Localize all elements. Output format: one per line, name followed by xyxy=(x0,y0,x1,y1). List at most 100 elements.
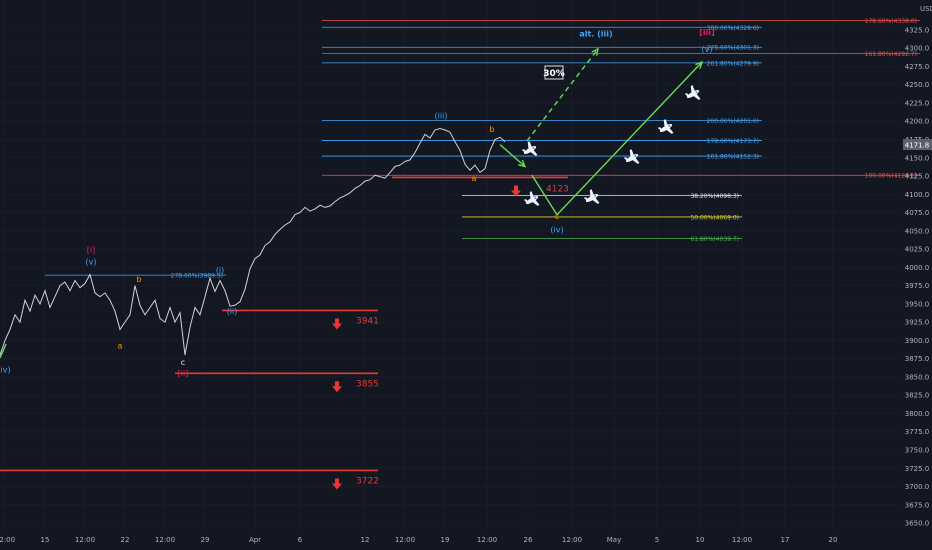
y-tick-label: 4275.0 xyxy=(905,63,930,71)
last-price-text: 4171.8 xyxy=(905,142,930,150)
fib-level-label: 261.80%(4279.9) xyxy=(707,60,759,67)
wave-label: b xyxy=(489,125,494,134)
x-tick-label: 12:00 xyxy=(562,536,582,544)
y-tick-label: 4075.0 xyxy=(905,209,930,217)
wave-label: [i] xyxy=(87,246,95,255)
x-tick-label: 19 xyxy=(441,536,450,544)
fib-level-label: 278.60%(3989.3) xyxy=(171,273,223,280)
support-label: 4123 xyxy=(546,184,569,194)
fib-level-label: 50.00%(4069.0) xyxy=(690,214,739,221)
y-tick-label: 3775.0 xyxy=(905,428,930,436)
wave-label: c xyxy=(181,358,185,367)
y-tick-label: 3850.0 xyxy=(905,373,930,381)
fib-level-label: 178.60%(4173.7) xyxy=(707,138,759,145)
x-tick-label: 10 xyxy=(696,536,705,544)
y-tick-label: 3875.0 xyxy=(905,355,930,363)
wave-label: b xyxy=(136,275,141,284)
fib-level-label: 61.80%(4039.7) xyxy=(690,236,739,243)
x-tick-label: 5 xyxy=(655,536,659,544)
projection-path xyxy=(0,343,7,359)
fib-level-label: 38.20%(4098.3) xyxy=(690,193,739,200)
last-price-bg xyxy=(903,139,932,150)
x-tick-label: 20 xyxy=(829,536,838,544)
y-tick-label: 4150.0 xyxy=(905,154,930,162)
y-tick-label: 4300.0 xyxy=(905,45,930,53)
support-label: 3722 xyxy=(356,476,379,486)
y-tick-label: 4250.0 xyxy=(905,81,930,89)
wave-label: c xyxy=(555,212,559,221)
x-tick-label: 29 xyxy=(201,536,210,544)
down-arrow-icon xyxy=(332,478,342,490)
plane-icon xyxy=(657,119,674,134)
x-tick-label: 12 xyxy=(361,536,370,544)
y-tick-label: 4100.0 xyxy=(905,191,930,199)
plane-icon xyxy=(623,149,640,164)
x-tick-label: 22 xyxy=(121,536,130,544)
wave-label: (v) xyxy=(702,45,713,54)
fib-level-label: 100.00%(4126.1) xyxy=(865,173,917,180)
y-tick-label: 3700.0 xyxy=(905,483,930,491)
fib-level-label: 178.60%(4338.0) xyxy=(865,18,917,25)
down-arrow-icon xyxy=(511,185,521,197)
wave-label: [iii] xyxy=(699,28,715,37)
y-tick-label: 3725.0 xyxy=(905,465,930,473)
plane-icon xyxy=(583,189,600,204)
y-tick-label: 4200.0 xyxy=(905,118,930,126)
y-tick-label: 4125.0 xyxy=(905,173,930,181)
annotation-box xyxy=(544,65,564,80)
fib-level-label: 161.80%(4292.7) xyxy=(865,51,917,58)
y-tick-label: 3975.0 xyxy=(905,282,930,290)
wave-label: [ii] xyxy=(178,369,189,378)
fib-level-label: 278.60%(4301.3) xyxy=(707,45,759,52)
wave-label: (i) xyxy=(216,266,224,275)
wave-label: (ii) xyxy=(227,307,238,316)
x-tick-label: 12:00 xyxy=(395,536,415,544)
projection-arrowhead xyxy=(591,47,599,56)
x-tick-label: Apr xyxy=(249,536,261,544)
projection-path xyxy=(526,48,599,142)
fib-level-label: 161.80%(4152.3) xyxy=(707,154,759,161)
x-tick-label: 15 xyxy=(41,536,50,544)
y-tick-label: 3900.0 xyxy=(905,337,930,345)
plane-icon xyxy=(684,85,701,100)
y-tick-label: 3800.0 xyxy=(905,410,930,418)
x-tick-label: 12:00 xyxy=(477,536,497,544)
x-tick-label: 12:00 xyxy=(732,536,752,544)
y-tick-label: 3675.0 xyxy=(905,501,930,509)
y-tick-label: 3750.0 xyxy=(905,446,930,454)
support-label: 3941 xyxy=(356,316,379,326)
annotation-text: 30% xyxy=(543,69,565,79)
wave-label: (v) xyxy=(86,257,97,266)
plane-icon xyxy=(521,141,538,156)
down-arrow-icon xyxy=(332,381,342,393)
x-tick-label: 12:00 xyxy=(75,536,95,544)
down-arrow-icon xyxy=(332,318,342,330)
wave-label: (iii) xyxy=(435,111,448,120)
x-tick-label: 12:00 xyxy=(155,536,175,544)
x-tick-label: 6 xyxy=(298,536,303,544)
support-label: 3855 xyxy=(356,379,379,389)
projection-path xyxy=(499,144,526,168)
x-tick-label: May xyxy=(607,536,621,544)
wave-label: (iv) xyxy=(0,366,11,375)
y-tick-label: 3950.0 xyxy=(905,300,930,308)
y-tick-label: 3825.0 xyxy=(905,392,930,400)
wave-label: (iv) xyxy=(550,225,563,234)
wave-label: alt. (iii) xyxy=(579,29,612,38)
x-tick-label: 26 xyxy=(524,536,533,544)
plane-icon xyxy=(523,191,540,206)
y-tick-label: 4325.0 xyxy=(905,26,930,34)
projection-arrowhead xyxy=(695,60,704,69)
y-tick-label: 4000.0 xyxy=(905,264,930,272)
fib-level-label: 200.00%(4201.0) xyxy=(707,118,759,125)
x-tick-label: 17 xyxy=(781,536,790,544)
price-line xyxy=(0,127,506,356)
y-tick-label: 4050.0 xyxy=(905,227,930,235)
y-tick-label: 4225.0 xyxy=(905,99,930,107)
y-axis-unit: USD xyxy=(920,5,932,13)
wave-label: a xyxy=(118,341,123,350)
y-tick-label: 4025.0 xyxy=(905,246,930,254)
y-tick-label: 3925.0 xyxy=(905,319,930,327)
x-tick-label: 12:00 xyxy=(0,536,15,544)
